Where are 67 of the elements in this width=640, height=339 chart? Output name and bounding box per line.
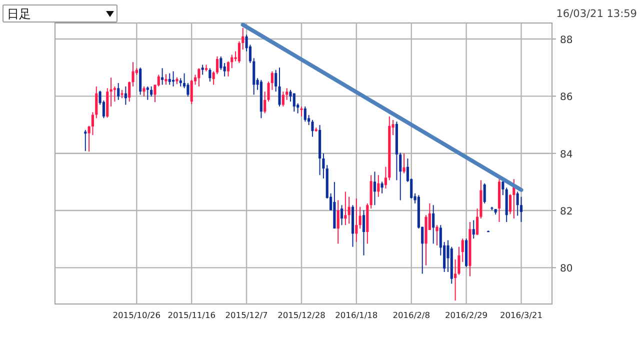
- x-tick-label: 2015/10/26: [112, 310, 161, 320]
- candlestick: [150, 86, 153, 97]
- candlestick: [113, 86, 116, 102]
- y-tick-label: 82: [560, 206, 573, 218]
- candlestick: [91, 112, 94, 136]
- candlestick: [289, 89, 292, 102]
- candlestick: [304, 106, 306, 122]
- text: 日足: [7, 7, 31, 21]
- candlestick: [402, 152, 406, 174]
- text: 16/03/21 13:59: [556, 8, 637, 20]
- candlestick: [282, 91, 284, 107]
- candlestick: [164, 74, 168, 86]
- candlestick: [292, 92, 296, 112]
- x-tick-label: 2016/2/8: [392, 310, 430, 320]
- candlestick: [340, 204, 344, 226]
- candlestick: [139, 67, 142, 96]
- candlestick: [508, 194, 512, 215]
- x-tick-label: 2016/1/18: [335, 310, 378, 320]
- candlestick: [454, 258, 457, 302]
- candlestick: [348, 196, 350, 224]
- candlestick: [300, 106, 303, 117]
- candlestick: [384, 166, 388, 190]
- candlestick: [344, 191, 347, 226]
- candlestick: [230, 54, 234, 69]
- candlestick: [252, 58, 256, 96]
- candlestick: [95, 86, 98, 119]
- candlestick: [198, 68, 200, 87]
- candlestick: [142, 86, 146, 97]
- y-tick-label: 84: [560, 149, 573, 160]
- candlestick: [432, 204, 435, 244]
- candlestick: [472, 220, 475, 240]
- candlestick: [311, 119, 314, 138]
- candlestick: [201, 64, 204, 76]
- x-tick-label: 2015/12/7: [225, 310, 268, 320]
- candlestick: [208, 68, 212, 82]
- y-tick-label: 86: [560, 92, 573, 104]
- x-tick-label: 2015/12/28: [278, 310, 326, 320]
- candlestick: [84, 129, 87, 152]
- candlestick: [336, 200, 340, 244]
- candlestick: [238, 40, 241, 64]
- candlestick: [377, 174, 380, 198]
- candlestick: [436, 224, 438, 246]
- candlestick: [355, 198, 358, 242]
- candlestick: [190, 79, 193, 105]
- candlestick: [358, 206, 362, 230]
- candlestick: [278, 67, 281, 107]
- y-tick-label: 80: [560, 264, 573, 275]
- x-tick-label: 2016/2/29: [445, 310, 488, 320]
- candlestick: [286, 88, 288, 100]
- candlestick: [242, 27, 244, 50]
- x-tick-label: 2015/11/16: [168, 310, 216, 320]
- candlestick: [161, 68, 164, 86]
- candlestick: [226, 60, 230, 77]
- candlestick: [124, 86, 127, 106]
- candlestick: [146, 86, 149, 100]
- x-tick-label: 2016/3/21: [500, 310, 543, 320]
- candlestick: [483, 182, 486, 204]
- candlestick: [380, 181, 384, 194]
- y-tick-label: 88: [560, 35, 573, 46]
- candlestick: [220, 56, 222, 70]
- candlestick: [216, 56, 219, 75]
- candlestick: [168, 72, 171, 86]
- candlestick: [399, 152, 402, 201]
- candlestick: [373, 171, 376, 206]
- candlestick: [117, 82, 120, 100]
- candlestick: [362, 210, 366, 256]
- candlestick: [520, 196, 523, 222]
